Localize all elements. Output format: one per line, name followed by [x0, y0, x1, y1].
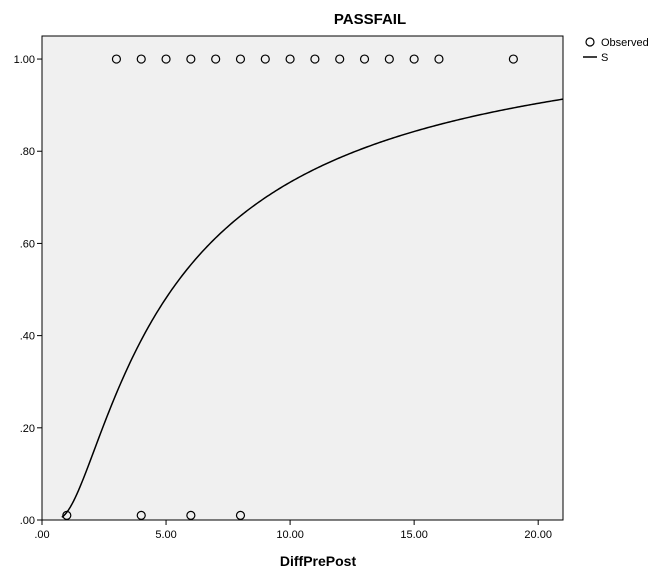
- fit-line-group: [61, 98, 564, 518]
- y-tick-label: .40: [20, 331, 35, 343]
- observed-point: [434, 54, 444, 64]
- observed-point: [409, 54, 419, 64]
- x-tick-label: 5.00: [155, 529, 176, 541]
- observed-point: [335, 54, 345, 64]
- y-tick-label: .80: [20, 146, 35, 158]
- observed-point: [136, 510, 146, 520]
- legend-observed-marker: [585, 37, 595, 47]
- observed-point: [508, 54, 518, 64]
- legend-observed-label: Observed: [601, 37, 649, 49]
- observed-point: [235, 54, 246, 64]
- observed-point: [384, 54, 394, 64]
- observed-points-group: [62, 54, 518, 520]
- y-axis-ticks: .00 .20 .40 .60 .80 1.00: [14, 54, 42, 527]
- observed-point: [186, 54, 196, 64]
- x-tick-label: 15.00: [400, 529, 428, 541]
- y-tick-label: 1.00: [14, 54, 35, 66]
- observed-point: [211, 54, 221, 64]
- observed-point: [136, 54, 146, 64]
- legend-s-label: S: [601, 52, 608, 64]
- x-tick-label: 10.00: [276, 529, 304, 541]
- x-axis-ticks: .00 5.00 10.00 15.00 20.00: [34, 520, 552, 541]
- fit-line-s: [61, 98, 564, 518]
- x-tick-label: .00: [34, 529, 49, 541]
- observed-point: [285, 54, 295, 64]
- x-axis-label: DiffPrePost: [280, 553, 357, 569]
- chart-title: PASSFAIL: [334, 11, 406, 28]
- y-tick-label: .60: [20, 238, 35, 250]
- plot-area: [41, 35, 564, 521]
- observed-point: [62, 510, 72, 520]
- y-tick-label: .20: [20, 423, 35, 435]
- observed-point: [161, 54, 171, 64]
- observed-point: [186, 510, 196, 520]
- observed-point: [260, 54, 270, 64]
- x-tick-label: 20.00: [524, 529, 552, 541]
- legend: Observed S: [583, 37, 649, 64]
- observed-point: [310, 54, 320, 64]
- observed-point: [235, 510, 246, 520]
- y-tick-label: .00: [20, 515, 35, 527]
- observed-point: [359, 54, 370, 64]
- observed-point: [111, 54, 122, 64]
